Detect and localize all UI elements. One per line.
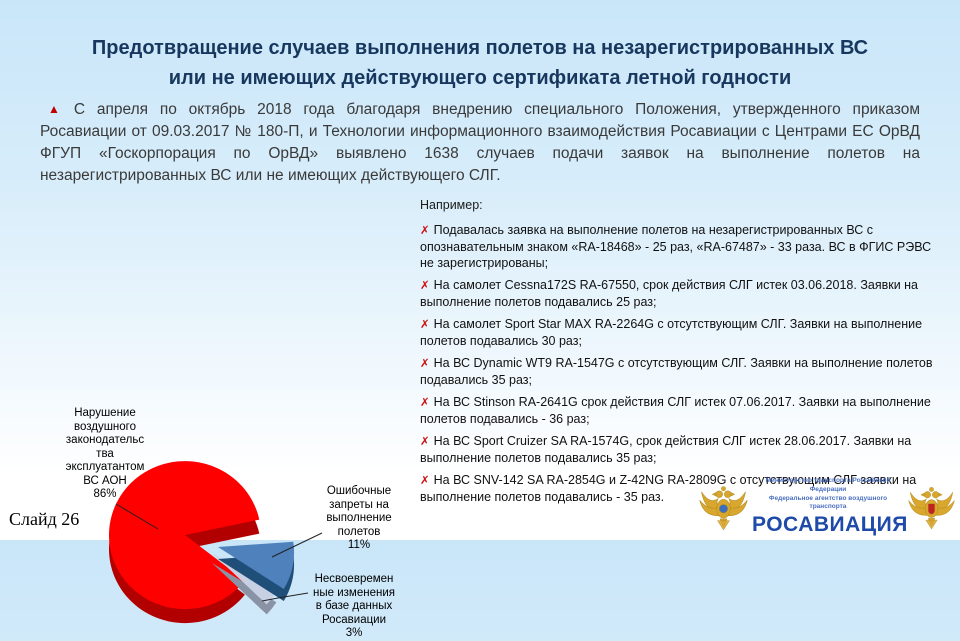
example-item: ✗ На ВС SNV-142 SA RA-2854G и Z-42NG RA-2…	[420, 472, 947, 505]
slide-number: Слайд 26	[9, 509, 80, 529]
leader-line-86	[115, 503, 159, 530]
example-text: На самолет Sport Star MAX RA-2264G с отс…	[420, 317, 923, 348]
intro-text: С апреля по октябрь 2018 года благодаря …	[40, 101, 920, 184]
agency-name: РОСАВИАЦИЯ	[751, 513, 908, 537]
example-item: ✗ На ВС Sport Cruizer SA RA-1574G, срок д…	[420, 433, 947, 466]
pie-chart-area: Нарушение воздушного законодательс тва э…	[0, 195, 430, 639]
red-x-icon: ✗	[420, 397, 430, 409]
example-text: На ВС Stinson RA-2641G срок действия СЛГ…	[420, 395, 931, 426]
example-item: ✗ На ВС Stinson RA-2641G срок действия СЛ…	[420, 394, 947, 427]
rosaviatsia-emblem-icon	[699, 486, 748, 531]
logo-text-block: Министерство транспорта Российской Федер…	[751, 476, 908, 537]
example-text: На ВС Sport Cruizer SA RA-1574G, срок де…	[420, 434, 912, 465]
red-x-icon: ✗	[420, 475, 430, 487]
red-x-icon: ✗	[420, 358, 430, 370]
russia-coat-of-arms-icon	[908, 487, 955, 530]
pie-chart	[108, 461, 323, 624]
example-text: На ВС Dynamic WT9 RA-1547G с отсутствующ…	[420, 356, 933, 387]
slide-title: Предотвращение случаев выполнения полето…	[91, 37, 869, 89]
example-item: ✗ На самолет Cessna172S RA-67550, срок де…	[420, 277, 947, 310]
pie-label-86: Нарушение воздушного законодательс тва э…	[65, 407, 145, 501]
examples-heading: Например:	[420, 198, 483, 212]
example-text: На самолет Cessna172S RA-67550, срок дей…	[420, 278, 919, 309]
example-item: ✗ На ВС Dynamic WT9 RA-1547G с отсутствую…	[420, 355, 947, 388]
example-text: Подавалась заявка на выполнение полетов …	[420, 223, 932, 270]
examples-list: Например: ✗ Подавалась заявка на выполнен…	[420, 198, 947, 511]
rosaviatsia-logo: Министерство транспорта Российской Федер…	[698, 477, 956, 537]
red-x-icon: ✗	[420, 436, 430, 448]
red-x-icon: ✗	[420, 319, 430, 331]
example-item: ✗ Подавалась заявка на выполнение полетов…	[420, 222, 947, 271]
red-x-icon: ✗	[420, 280, 430, 292]
ministry-lines: Министерство транспорта Российской Федер…	[765, 476, 891, 511]
warning-triangle-icon: ▲	[48, 102, 60, 116]
intro-paragraph: ▲ С апреля по октябрь 2018 года благодаря…	[40, 99, 920, 187]
red-x-icon: ✗	[420, 225, 430, 237]
example-item: ✗ На самолет Sport Star MAX RA-2264G с от…	[420, 316, 947, 349]
example-text: На ВС SNV-142 SA RA-2854G и Z-42NG RA-28…	[420, 473, 917, 504]
